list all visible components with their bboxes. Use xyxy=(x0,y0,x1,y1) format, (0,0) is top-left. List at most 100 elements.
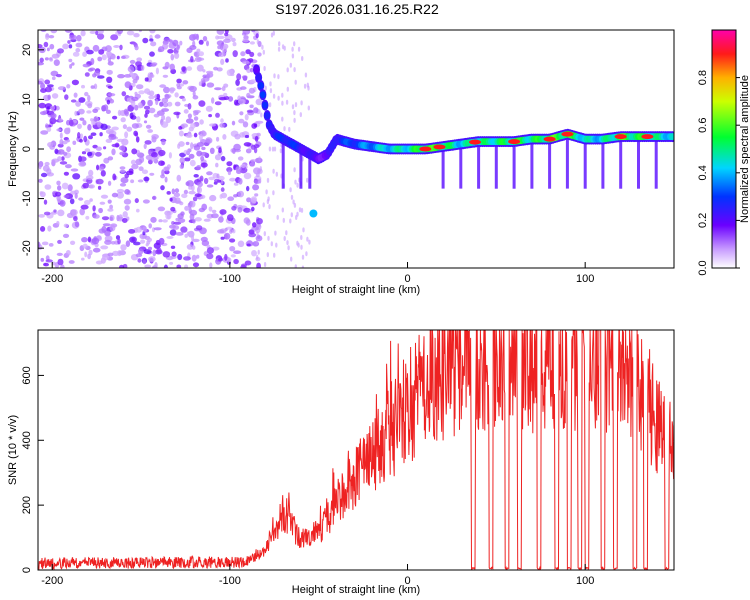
noise-speck xyxy=(281,116,284,122)
noise-speck xyxy=(72,173,81,180)
ridge-tail xyxy=(601,139,605,189)
noise-speck xyxy=(246,68,251,74)
noise-speck xyxy=(183,109,189,114)
noise-speck xyxy=(154,262,158,268)
noise-speck xyxy=(217,229,225,234)
noise-speck xyxy=(268,102,272,108)
noise-speck xyxy=(156,93,161,100)
noise-speck xyxy=(251,30,256,33)
noise-speck xyxy=(178,130,184,137)
noise-speck xyxy=(43,262,49,267)
noise-speck xyxy=(63,171,69,176)
noise-speck xyxy=(301,265,305,268)
noise-speck xyxy=(99,132,103,137)
noise-speck xyxy=(173,192,181,198)
noise-speck xyxy=(269,88,273,94)
noise-speck xyxy=(184,157,191,162)
noise-speck xyxy=(306,82,309,88)
noise-speck xyxy=(59,139,64,145)
noise-speck xyxy=(38,61,44,66)
noise-speck xyxy=(176,174,182,182)
noise-speck xyxy=(91,237,100,245)
snr-y-axis: 0 200 400 600 xyxy=(21,366,44,573)
noise-speck xyxy=(164,176,168,183)
noise-speck xyxy=(84,148,91,153)
ridge-peak xyxy=(641,134,654,140)
noise-speck xyxy=(238,178,243,185)
noise-speck xyxy=(174,92,179,98)
noise-speck xyxy=(67,40,71,44)
noise-speck xyxy=(187,113,192,119)
noise-speck xyxy=(220,118,224,123)
noise-speck xyxy=(57,156,62,162)
x-tick-label: 0 xyxy=(404,273,410,285)
noise-speck xyxy=(218,52,225,57)
noise-speck xyxy=(87,94,91,102)
noise-speck xyxy=(90,85,95,89)
noise-speck xyxy=(227,257,232,263)
noise-speck xyxy=(275,242,278,248)
noise-speck xyxy=(269,81,272,87)
noise-speck xyxy=(192,218,196,224)
ridge-core xyxy=(259,91,266,99)
noise-speck xyxy=(258,178,262,184)
noise-speck xyxy=(194,51,200,58)
noise-speck xyxy=(169,229,177,236)
ridge-core xyxy=(669,133,674,141)
noise-speck xyxy=(176,264,182,268)
noise-speck xyxy=(288,126,291,132)
noise-speck xyxy=(66,146,71,153)
noise-speck xyxy=(95,178,104,185)
snr-x-axis-title: Height of straight line (km) xyxy=(292,584,420,596)
noise-speck xyxy=(159,84,167,88)
noise-speck xyxy=(277,74,280,80)
noise-speck xyxy=(256,262,261,268)
noise-speck xyxy=(63,223,69,228)
noise-speck xyxy=(103,104,109,111)
noise-speck xyxy=(44,79,51,85)
noise-speck xyxy=(44,86,53,93)
noise-speck xyxy=(143,105,151,110)
ridge-tail xyxy=(637,136,640,189)
noise-speck xyxy=(257,52,262,57)
noise-speck xyxy=(43,211,51,216)
noise-speck xyxy=(206,70,214,74)
noise-speck xyxy=(205,137,213,144)
noise-speck xyxy=(166,101,173,107)
noise-speck xyxy=(101,216,110,221)
noise-speck xyxy=(267,235,270,241)
ridge-peak xyxy=(543,136,556,142)
noise-speck xyxy=(65,164,72,169)
noise-speck xyxy=(154,34,161,39)
noise-speck xyxy=(192,196,198,202)
noise-speck xyxy=(156,247,162,254)
spectrogram-noise-field xyxy=(38,30,311,268)
noise-speck xyxy=(79,156,87,162)
noise-speck xyxy=(277,46,281,52)
noise-speck xyxy=(161,108,170,112)
noise-speck xyxy=(295,215,298,220)
noise-speck xyxy=(256,132,261,137)
spectrogram-x-axis: -200 -100 0 100 xyxy=(41,262,594,285)
noise-speck xyxy=(297,46,301,52)
noise-speck xyxy=(174,52,180,59)
noise-speck xyxy=(50,105,56,111)
noise-speck xyxy=(124,189,130,195)
noise-speck xyxy=(100,123,108,130)
noise-speck xyxy=(178,218,186,224)
noise-speck xyxy=(38,102,46,109)
noise-speck xyxy=(301,56,304,61)
noise-speck xyxy=(116,188,125,194)
noise-speck xyxy=(226,167,233,173)
noise-speck xyxy=(106,99,111,105)
noise-speck xyxy=(161,139,166,146)
noise-speck xyxy=(261,44,264,50)
noise-speck xyxy=(200,236,208,242)
noise-speck xyxy=(293,67,296,73)
noise-speck xyxy=(281,207,284,213)
noise-speck xyxy=(300,244,303,250)
noise-speck xyxy=(243,142,252,147)
ridge-tail xyxy=(583,139,587,189)
noise-speck xyxy=(228,96,234,102)
noise-speck xyxy=(162,219,168,223)
